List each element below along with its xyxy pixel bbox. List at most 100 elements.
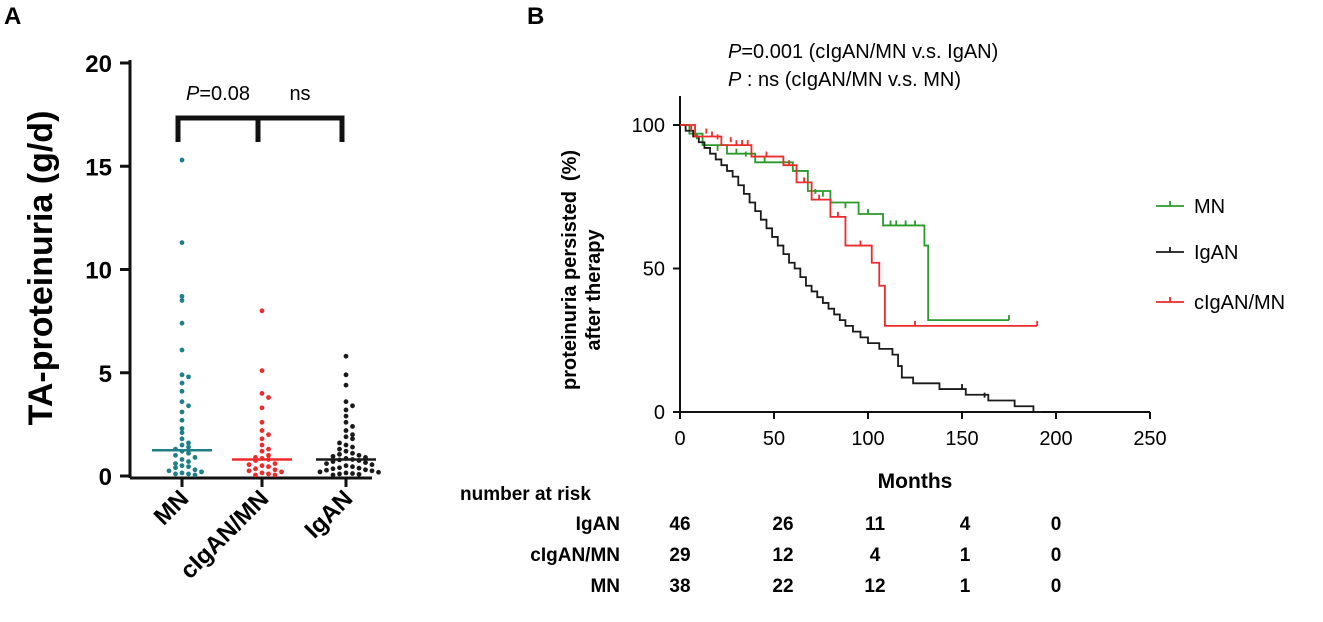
survival-curve-igan	[680, 124, 1041, 413]
panel-b-x-tick-label-3: 150	[945, 428, 978, 450]
point-mn-34	[179, 470, 185, 476]
point-cigan-mn-2	[259, 391, 265, 396]
point-igan-20	[356, 452, 362, 458]
point-igan-12	[350, 436, 355, 442]
point-cigan-mn-9	[259, 442, 265, 448]
point-mn-10	[179, 399, 185, 405]
risk-row-label-igan: IgAN	[576, 514, 620, 535]
point-cigan-mn-28	[272, 472, 278, 478]
significance-label-1: ns	[289, 83, 310, 105]
point-mn-11	[186, 403, 191, 409]
point-mn-9	[179, 388, 185, 394]
panel-b-x-tick-label-4: 200	[1039, 428, 1072, 450]
risk-value-mn-0: 38	[669, 576, 690, 597]
point-igan-32	[350, 464, 355, 470]
point-cigan-mn-3	[266, 395, 271, 400]
point-igan-33	[337, 465, 342, 471]
point-mn-5	[179, 347, 185, 353]
point-mn-26	[186, 459, 191, 464]
risk-row-label-mn: MN	[590, 576, 620, 597]
panel-b-label: B	[527, 3, 544, 30]
point-mn-25	[179, 457, 185, 462]
y-title-line-2: after therapy	[583, 229, 605, 351]
risk-table-title: number at risk	[460, 484, 591, 505]
point-mn-30	[173, 465, 178, 471]
panel-b-x-tick-label-1: 50	[763, 428, 785, 450]
point-cigan-mn-4	[259, 405, 265, 411]
point-cigan-mn-18	[246, 462, 252, 468]
point-cigan-mn-8	[259, 436, 265, 442]
point-mn-16	[179, 436, 185, 442]
point-igan-34	[356, 465, 362, 471]
point-igan-4	[350, 403, 355, 409]
risk-value-mn-2: 12	[864, 576, 885, 597]
point-igan-7	[343, 419, 349, 425]
point-mn-29	[186, 464, 191, 470]
panel-b-y-tick-label-0: 0	[654, 402, 665, 424]
point-cigan-mn-26	[266, 471, 271, 477]
point-cigan-mn-10	[266, 446, 271, 452]
risk-value-igan-0: 46	[669, 514, 690, 535]
point-mn-0	[179, 157, 185, 163]
panel-b-survival: P=0.001 (cIgAN/MN v.s. IgAN) P : ns (cIg…	[460, 41, 1285, 597]
point-mn-3	[179, 298, 185, 303]
risk-value-cigan-mn-0: 29	[669, 545, 690, 566]
point-cigan-mn-19	[259, 463, 265, 469]
panel-a-category-label-0: MN	[149, 485, 194, 530]
point-mn-2	[179, 293, 185, 299]
point-cigan-mn-0	[259, 308, 265, 314]
point-cigan-mn-25	[259, 470, 265, 476]
panel-a-y-tick-label-1: 5	[99, 361, 112, 388]
point-igan-40	[376, 469, 381, 475]
point-igan-18	[350, 450, 355, 456]
p-value-1-text: =0.001 (cIgAN/MN v.s. IgAN)	[741, 41, 998, 63]
point-cigan-mn-22	[272, 467, 278, 473]
point-mn-17	[186, 440, 191, 446]
point-igan-28	[363, 460, 368, 465]
point-igan-16	[337, 446, 342, 452]
point-cigan-mn-11	[259, 448, 265, 454]
point-cigan-mn-21	[253, 466, 258, 472]
point-igan-29	[324, 461, 329, 467]
point-mn-35	[186, 471, 191, 477]
point-igan-30	[369, 462, 375, 468]
point-igan-15	[350, 444, 355, 450]
point-igan-11	[343, 434, 349, 440]
point-cigan-mn-27	[253, 472, 258, 478]
risk-value-cigan-mn-3: 1	[960, 545, 971, 566]
legend-label-cigan-mn: cIgAN/MN	[1194, 292, 1285, 314]
point-igan-0	[343, 353, 349, 359]
point-cigan-mn-17	[272, 461, 278, 467]
panel-b-y-tick-label-1: 50	[643, 259, 665, 281]
point-igan-21	[330, 453, 336, 459]
significance-label-0: P=0.08	[186, 83, 250, 105]
panel-a-scatter: TA-proteinuria (g/d) 0 5 10 15 20 P=0.08 ns M…	[22, 51, 381, 584]
point-igan-44	[356, 471, 362, 477]
p-value-2-text: : ns (cIgAN/MN v.s. MN)	[741, 69, 961, 91]
point-igan-8	[350, 424, 355, 429]
panel-b-y-axis-title: proteinuria persisted (%) after therapy	[559, 150, 605, 390]
point-mn-8	[179, 380, 185, 386]
risk-value-igan-4: 0	[1051, 514, 1062, 535]
point-mn-33	[199, 469, 204, 475]
panel-a-y-tick-label-0: 0	[99, 464, 112, 491]
point-igan-1	[343, 372, 349, 378]
point-igan-10	[350, 432, 355, 438]
point-mn-18	[179, 442, 185, 448]
panel-b-x-axis-title: Months	[878, 470, 953, 493]
point-cigan-mn-5	[259, 419, 265, 425]
panel-a-category-label-2: IgAN	[300, 485, 359, 544]
p-value-line-2: P : ns (cIgAN/MN v.s. MN)	[728, 69, 961, 91]
point-cigan-mn-1	[259, 368, 265, 374]
point-igan-39	[317, 469, 323, 475]
point-igan-36	[363, 467, 368, 473]
point-mn-28	[179, 463, 185, 469]
point-igan-9	[343, 428, 349, 433]
point-igan-38	[369, 468, 375, 474]
point-mn-24	[192, 455, 198, 460]
risk-value-mn-1: 22	[772, 576, 793, 597]
legend-label-igan: IgAN	[1194, 242, 1238, 264]
point-igan-41	[343, 470, 349, 476]
point-igan-6	[343, 413, 349, 419]
point-mn-15	[179, 430, 185, 436]
